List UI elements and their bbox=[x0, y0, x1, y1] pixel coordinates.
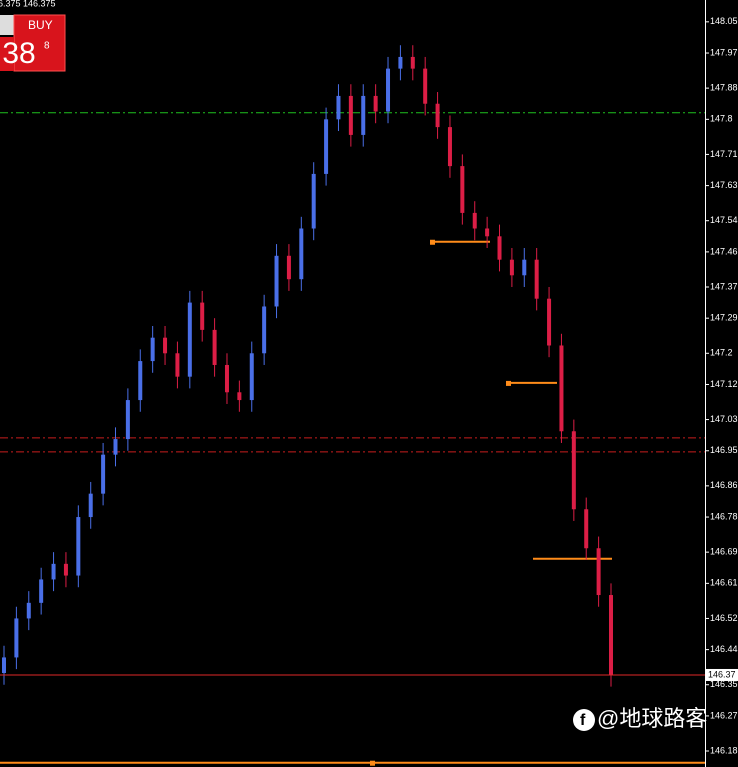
candle-body bbox=[51, 563, 56, 580]
facebook-f: f bbox=[580, 712, 586, 729]
candle-body bbox=[423, 68, 428, 104]
order-handle bbox=[430, 239, 435, 245]
candle-body bbox=[125, 400, 130, 440]
candle-body bbox=[534, 259, 539, 299]
candle-body bbox=[63, 563, 68, 576]
buy-button[interactable] bbox=[13, 14, 66, 72]
candle-body bbox=[163, 337, 168, 354]
y-tick-label: 147.54 bbox=[710, 215, 738, 225]
y-tick-label: 146.78 bbox=[710, 511, 738, 521]
y-tick-label: 147.63 bbox=[710, 180, 738, 190]
candle-body bbox=[485, 228, 490, 237]
candle-body bbox=[509, 259, 514, 276]
candle-body bbox=[311, 173, 316, 229]
y-tick-label: 147.97 bbox=[710, 47, 738, 57]
header-text: 6.375 146.375 bbox=[0, 0, 56, 8]
candle-body bbox=[286, 255, 291, 280]
candle-body bbox=[547, 298, 552, 346]
candle-body bbox=[460, 166, 465, 213]
y-tick-label: 146.27 bbox=[710, 710, 738, 720]
y-tick-label: 146.86 bbox=[710, 480, 738, 490]
candle-body bbox=[212, 329, 217, 365]
candle-body bbox=[224, 364, 229, 393]
candle-body bbox=[237, 392, 242, 401]
candle-body bbox=[113, 439, 118, 455]
candle-body bbox=[138, 361, 143, 401]
candle-body bbox=[249, 353, 254, 401]
y-tick-label: 147.88 bbox=[710, 83, 738, 93]
buy-panel bbox=[0, 37, 14, 71]
current-price-label: 146.37 bbox=[708, 669, 736, 679]
candle-body bbox=[274, 255, 279, 307]
y-tick-label: 147.2 bbox=[710, 348, 733, 358]
candle-body bbox=[410, 56, 415, 69]
candle-body bbox=[571, 431, 576, 510]
candle-body bbox=[262, 306, 267, 354]
candle-body bbox=[609, 595, 613, 675]
y-tick-label: 146.44 bbox=[710, 644, 738, 654]
candle-body bbox=[596, 548, 601, 596]
y-tick-label: 146.35 bbox=[710, 679, 738, 689]
y-tick-label: 148.05 bbox=[710, 16, 738, 26]
candle-body bbox=[361, 95, 366, 135]
y-tick-label: 147.03 bbox=[710, 414, 738, 424]
candle-body bbox=[559, 345, 564, 432]
candle-body bbox=[336, 95, 341, 120]
candle-body bbox=[76, 517, 81, 576]
candle-body bbox=[2, 657, 6, 674]
candle-body bbox=[435, 103, 440, 128]
candle-body bbox=[348, 95, 353, 135]
candle-body bbox=[324, 119, 329, 174]
y-tick-label: 147.8 bbox=[710, 114, 733, 124]
candle-body bbox=[447, 127, 452, 167]
y-tick-label: 147.46 bbox=[710, 246, 738, 256]
order-handle bbox=[506, 380, 511, 386]
candle-body bbox=[584, 509, 589, 549]
candle-body bbox=[88, 493, 93, 518]
order-handle bbox=[370, 760, 375, 766]
buy-price-fraction: 8 bbox=[44, 41, 50, 52]
sell-button-edge[interactable] bbox=[0, 15, 14, 35]
candle-body bbox=[175, 353, 180, 377]
y-tick-label: 146.69 bbox=[710, 547, 738, 557]
y-tick-label: 147.37 bbox=[710, 281, 738, 291]
candle-body bbox=[497, 236, 502, 260]
y-tick-label: 146.95 bbox=[710, 445, 738, 455]
candle-body bbox=[39, 579, 44, 603]
facebook-icon bbox=[573, 709, 595, 731]
candle-body bbox=[26, 602, 31, 619]
buy-price: .38 bbox=[0, 37, 36, 70]
candle-body bbox=[472, 212, 477, 229]
y-tick-label: 146.18 bbox=[710, 745, 738, 755]
y-tick-label: 147.71 bbox=[710, 149, 738, 159]
y-tick-label: 147.12 bbox=[710, 379, 738, 389]
watermark: @地球路客 bbox=[597, 706, 707, 731]
candle-body bbox=[299, 228, 304, 280]
candle-body bbox=[14, 618, 19, 658]
y-tick-label: 146.61 bbox=[710, 578, 738, 588]
candle-body bbox=[373, 95, 378, 112]
plot-area bbox=[0, 45, 705, 766]
candle-body bbox=[398, 56, 403, 69]
candle-body bbox=[101, 454, 106, 494]
y-tick-label: 146.52 bbox=[710, 613, 738, 623]
y-tick-label: 147.29 bbox=[710, 313, 738, 323]
current-price-box bbox=[706, 668, 738, 681]
candle-body bbox=[150, 337, 155, 362]
candle-body bbox=[200, 302, 205, 330]
candle-body bbox=[522, 259, 527, 276]
candle-body bbox=[187, 302, 192, 377]
candle-body bbox=[386, 68, 391, 112]
buy-label: BUY bbox=[28, 18, 53, 32]
